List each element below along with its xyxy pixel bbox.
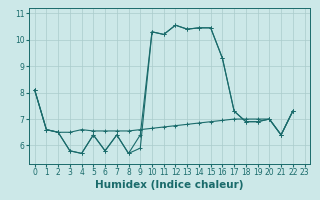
- X-axis label: Humidex (Indice chaleur): Humidex (Indice chaleur): [95, 180, 244, 190]
